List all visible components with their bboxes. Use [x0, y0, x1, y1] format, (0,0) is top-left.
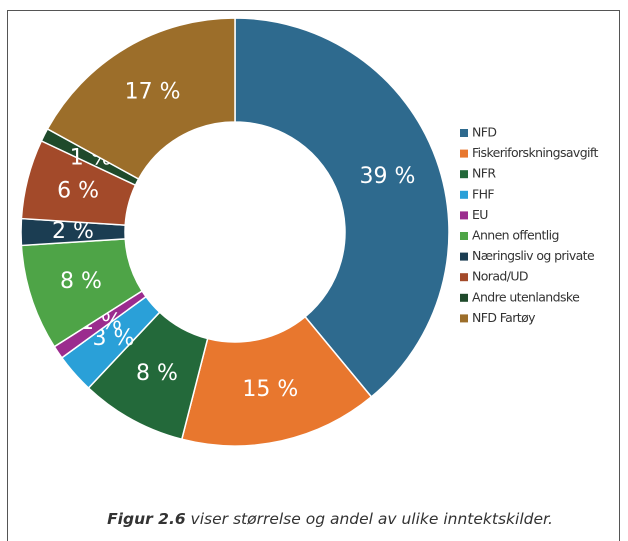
legend-swatch — [460, 293, 468, 302]
legend-swatch — [460, 190, 468, 199]
legend-swatch — [460, 314, 468, 323]
legend-swatch — [460, 170, 468, 179]
legend-label: Annen offentlig — [472, 228, 559, 243]
donut-slice — [180, 315, 373, 447]
value-label: 8 % — [60, 269, 102, 294]
legend-swatch — [460, 211, 468, 220]
caption: Figur 2.6 viser størrelse og andel av ul… — [107, 510, 553, 528]
value-label: 39 % — [359, 164, 415, 189]
legend-swatch — [460, 149, 468, 158]
value-label: 15 % — [242, 377, 298, 402]
legend-label: Andre utenlandske — [472, 289, 580, 304]
legend-swatch — [460, 232, 468, 240]
legend-label: NFR — [472, 166, 496, 181]
caption-text: viser størrelse og andel av ulike inntek… — [186, 510, 553, 528]
legend-swatch — [460, 273, 468, 282]
legend-swatch — [460, 129, 468, 137]
legend-label: NFD Fartøy — [472, 310, 536, 325]
legend-label: FHF — [472, 186, 494, 201]
donut-slice — [46, 17, 236, 181]
value-label: 17 % — [125, 80, 181, 105]
legend-label: Fiskeriforskningsavgift — [472, 145, 599, 160]
caption-label: Figur 2.6 — [107, 510, 186, 528]
value-label: 8 % — [136, 361, 178, 386]
legend-label: NFD — [472, 125, 496, 140]
legend-label: EU — [472, 207, 488, 222]
legend-label: Norad/UD — [472, 269, 528, 284]
value-label: 6 % — [57, 179, 99, 204]
legend-swatch — [460, 252, 468, 261]
legend-label: Næringsliv og private — [472, 248, 595, 263]
donut-slice — [234, 17, 450, 398]
